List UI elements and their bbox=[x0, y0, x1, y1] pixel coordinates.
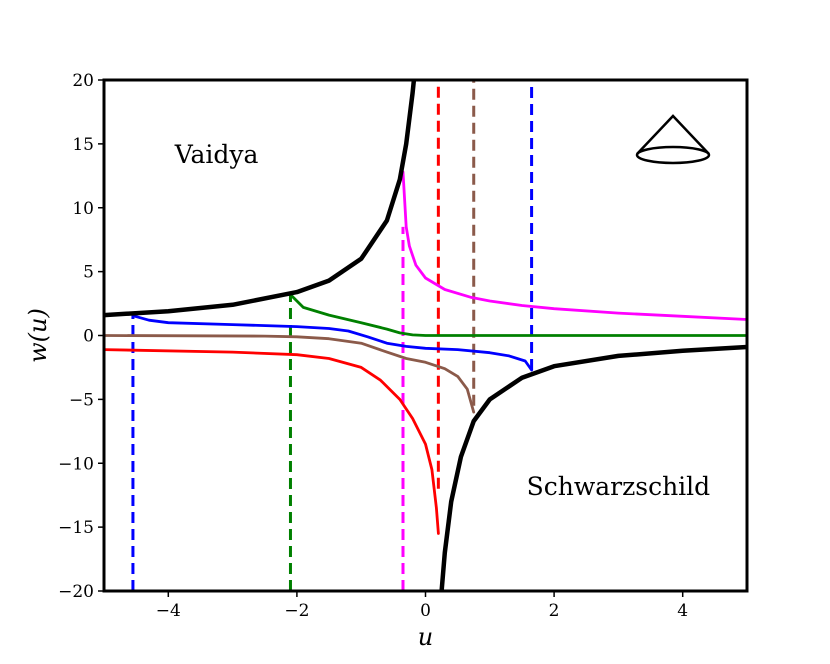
y-tick-label: −10 bbox=[58, 454, 94, 474]
y-axis-title: w(u) bbox=[24, 308, 52, 363]
y-tick-label: −15 bbox=[58, 518, 94, 538]
x-tick-label: 2 bbox=[549, 601, 560, 621]
plot-layer bbox=[104, 80, 747, 591]
series-line-4 bbox=[401, 170, 747, 321]
x-tick-label: 0 bbox=[420, 601, 431, 621]
x-tick-label: 4 bbox=[677, 601, 688, 621]
y-tick-label: −5 bbox=[69, 390, 94, 410]
light-cone-icon bbox=[635, 114, 711, 165]
series-line-0 bbox=[131, 314, 533, 372]
y-tick-label: 15 bbox=[72, 135, 94, 155]
y-tick-label: 5 bbox=[83, 263, 94, 283]
y-tick-label: −20 bbox=[58, 582, 94, 602]
y-tick-label: 20 bbox=[72, 71, 94, 91]
boundary-curve-0 bbox=[104, 80, 417, 318]
y-tick-label: 0 bbox=[83, 327, 94, 347]
annotation-vaidya: Vaidya bbox=[174, 140, 259, 169]
series-line-1 bbox=[289, 293, 747, 337]
label-layer: u w(u) Vaidya Schwarzschild bbox=[24, 140, 710, 651]
annotation-schwarzschild: Schwarzschild bbox=[527, 472, 711, 501]
y-tick-label: 10 bbox=[72, 199, 94, 219]
x-tick-label: −2 bbox=[284, 601, 309, 621]
series-line-3 bbox=[104, 348, 440, 535]
x-axis-title: u bbox=[418, 623, 433, 651]
series-line-2 bbox=[104, 334, 476, 414]
x-tick-label: −4 bbox=[156, 601, 181, 621]
boundary-curve-1 bbox=[439, 344, 747, 591]
